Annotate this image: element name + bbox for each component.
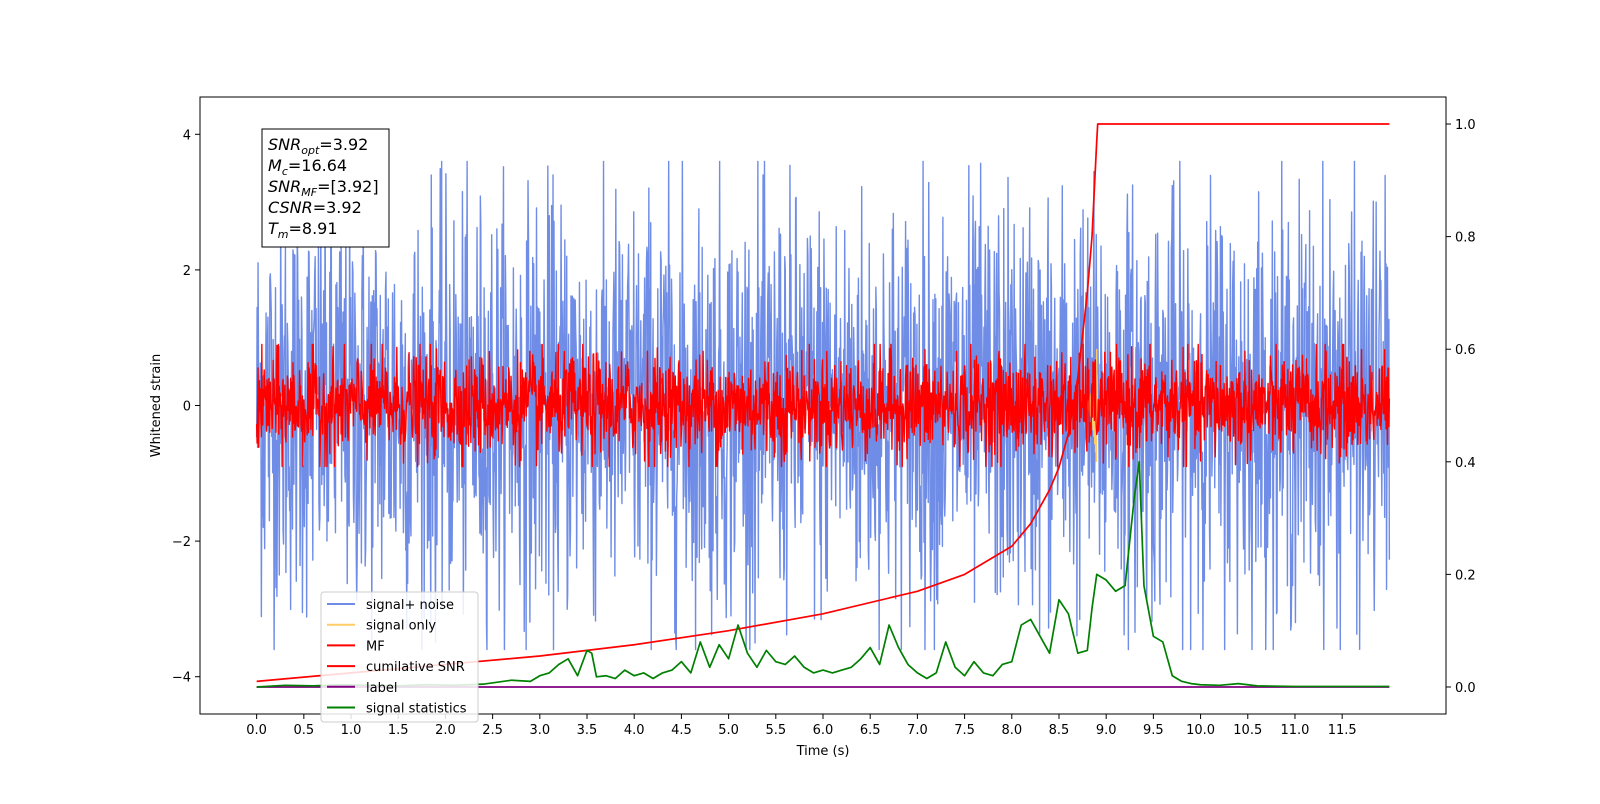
x-tick-label: 0.0: [246, 723, 267, 738]
y-right-tick-label: 0.6: [1455, 343, 1476, 358]
info-line: SNRopt=3.92: [268, 135, 368, 157]
y-right-tick-label: 0.2: [1455, 568, 1476, 583]
legend-label: MF: [366, 639, 385, 654]
series-line-cumilative-snr: [256, 123, 1390, 683]
y-tick-label: −2: [172, 535, 191, 550]
y-right-tick-label: 0.8: [1455, 231, 1476, 246]
info-box: SNRopt=3.92Mc=16.64SNRMF=[3.92]CSNR=3.92…: [261, 128, 390, 248]
x-tick-label: 8.0: [1001, 723, 1022, 738]
info-line: Mc=16.64: [268, 156, 347, 178]
x-tick-label: 10.0: [1186, 723, 1215, 738]
y-tick-label: 2: [183, 264, 191, 279]
info-line-value: =8.91: [289, 219, 338, 238]
x-tick-label: 6.5: [860, 723, 881, 738]
info-line-value: =3.92: [313, 198, 362, 217]
info-line-subscript: c: [282, 165, 288, 178]
x-tick-label: 4.0: [624, 723, 645, 738]
plot-series-group: [255, 123, 1391, 688]
x-tick-label: 1.5: [388, 723, 409, 738]
x-tick-label: 10.5: [1233, 723, 1262, 738]
info-line-symbol: M: [268, 156, 282, 175]
plot-area: [255, 123, 1391, 688]
info-line-value: =3.92: [319, 135, 368, 154]
info-line-symbol: T: [268, 219, 279, 238]
info-line-subscript: opt: [301, 144, 320, 157]
info-line-subscript: MF: [301, 186, 317, 199]
x-tick-label: 2.0: [435, 723, 456, 738]
x-tick-label: 3.0: [529, 723, 550, 738]
legend-label: signal+ noise: [366, 598, 454, 613]
y-right-tick-label: 1.0: [1455, 118, 1476, 133]
info-line-symbol: SNR: [268, 135, 301, 154]
y-axis-label: Whitened strain: [149, 354, 164, 457]
x-tick-label: 4.5: [671, 723, 692, 738]
series-line-mf: [255, 343, 1391, 468]
info-line-value: =[3.92]: [317, 177, 379, 196]
legend-frame: [320, 591, 479, 723]
info-box-frame: [261, 128, 390, 248]
x-tick-label: 11.5: [1328, 723, 1357, 738]
x-tick-label: 5.0: [718, 723, 739, 738]
x-tick-label: 1.0: [341, 723, 362, 738]
info-line-value: =16.64: [288, 156, 347, 175]
x-tick-label: 2.5: [482, 723, 503, 738]
x-axis-label: Time (s): [796, 744, 850, 759]
x-tick-label: 5.5: [765, 723, 786, 738]
x-tick-label: 3.5: [577, 723, 598, 738]
y-tick-label: 0: [183, 400, 191, 415]
x-tick-label: 11.0: [1280, 723, 1309, 738]
x-tick-label: 9.5: [1143, 723, 1164, 738]
info-line-subscript: m: [278, 228, 289, 241]
legend-label: signal only: [366, 619, 436, 634]
series-line-signal-statistics: [256, 460, 1390, 688]
y-right-tick-label: 0.4: [1455, 456, 1476, 471]
info-line-symbol: SNR: [268, 177, 301, 196]
x-tick-label: 6.0: [813, 723, 834, 738]
info-line: SNRMF=[3.92]: [268, 177, 379, 199]
x-tick-label: 8.5: [1049, 723, 1070, 738]
y-tick-label: 4: [183, 128, 191, 143]
legend-label: label: [366, 681, 397, 696]
legend: signal+ noise signal only MF cumilative SNR…: [320, 591, 479, 723]
y-tick-label: −4: [172, 671, 191, 686]
info-line-symbol: CSNR: [268, 198, 313, 217]
x-tick-label: 7.5: [954, 723, 975, 738]
info-line: CSNR=3.92: [268, 198, 362, 217]
x-tick-label: 7.0: [907, 723, 928, 738]
x-tick-label: 9.0: [1096, 723, 1117, 738]
info-line: Tm=8.91: [268, 219, 338, 241]
legend-label: cumilative SNR: [366, 660, 465, 675]
y-right-tick-label: 0.0: [1455, 681, 1476, 696]
x-tick-label: 0.5: [293, 723, 314, 738]
axes: 0.0 0.5 1.0 1.5 2.0 2.5 3.0 3.5 4.0 4.5 5.0 5.5 6.0 6…: [172, 96, 1476, 738]
legend-label: signal statistics: [366, 702, 467, 717]
